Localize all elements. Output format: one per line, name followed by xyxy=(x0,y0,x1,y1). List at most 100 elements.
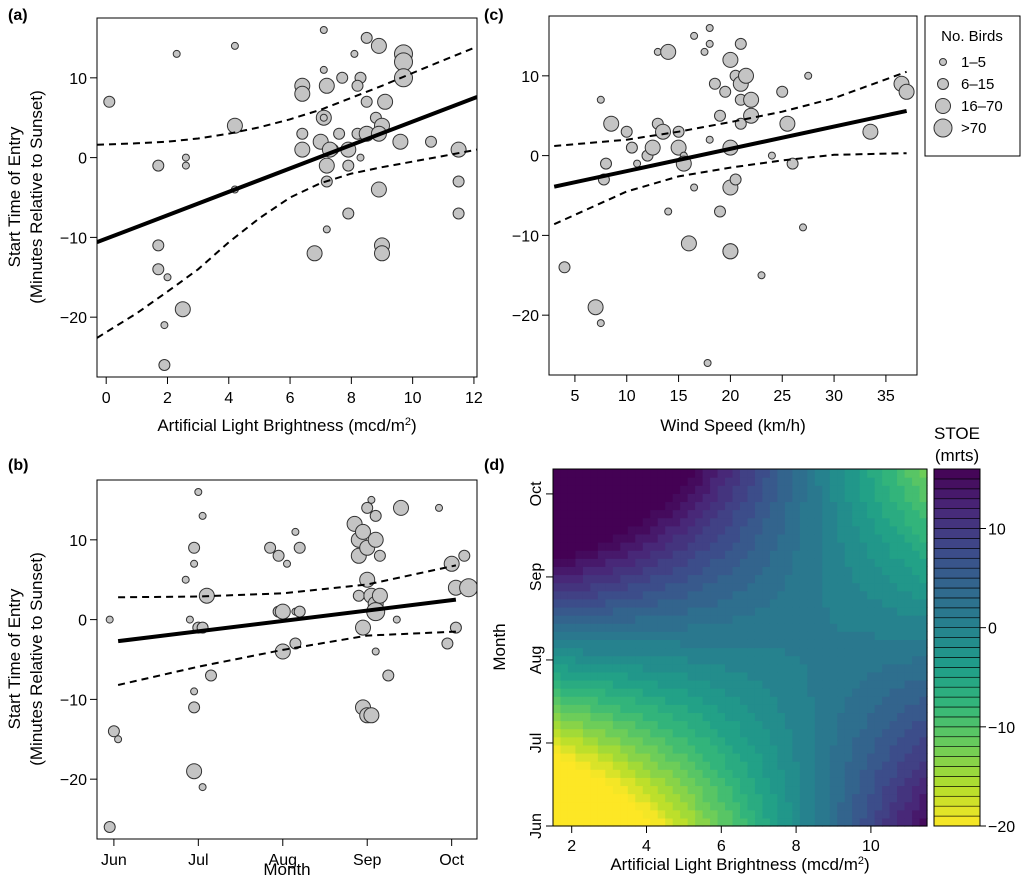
heatmap-cell xyxy=(710,566,719,576)
heatmap-cell xyxy=(889,736,898,746)
heatmap-cell xyxy=(732,728,741,738)
heatmap-cell xyxy=(754,598,764,608)
heatmap-cell xyxy=(635,606,644,616)
heatmap-cell xyxy=(553,720,562,730)
heatmap-cell xyxy=(672,671,681,681)
heatmap-cell xyxy=(792,720,801,730)
heatmap-cell xyxy=(874,809,883,819)
heatmap-cell xyxy=(740,517,749,527)
heatmap-cell xyxy=(882,533,891,543)
heatmap-cell xyxy=(807,606,816,616)
heatmap-cell xyxy=(777,525,786,535)
heatmap-cell xyxy=(844,647,853,657)
colorbar-band xyxy=(933,627,981,638)
heatmap-cell xyxy=(612,623,621,632)
heatmap-cell xyxy=(710,558,719,567)
heatmap-cell xyxy=(874,712,883,722)
heatmap-cell xyxy=(665,752,674,762)
heatmap-cell xyxy=(612,744,621,754)
heatmap-cell xyxy=(627,809,636,819)
colorbar-band xyxy=(933,647,981,658)
heatmap-cell xyxy=(560,606,569,616)
heatmap-cell xyxy=(889,761,898,770)
heatmap-cell xyxy=(874,777,883,787)
heatmap-cell xyxy=(612,517,621,527)
colorbar-band xyxy=(933,557,981,569)
heatmap-cell xyxy=(740,655,749,665)
heatmap-cell xyxy=(612,533,621,543)
heatmap-cell xyxy=(897,655,906,665)
heatmap-cell xyxy=(747,688,756,697)
heatmap-cell xyxy=(889,566,898,576)
heatmap-cell xyxy=(620,785,629,795)
heatmap-cell xyxy=(882,469,891,478)
heatmap-cell xyxy=(567,590,577,600)
heatmap-cell xyxy=(747,744,756,754)
heatmap-cell xyxy=(822,598,831,608)
heatmap-cell xyxy=(582,785,591,795)
heatmap-cell xyxy=(889,671,898,681)
heatmap-cell xyxy=(627,517,636,527)
panel-a-point xyxy=(318,77,335,94)
heatmap-cell xyxy=(912,728,921,738)
heatmap-cell xyxy=(837,631,846,640)
heatmap-cell xyxy=(769,598,778,608)
heatmap-cell xyxy=(680,720,689,730)
heatmap-cell xyxy=(680,817,689,827)
panel-b-y-tick-label: 0 xyxy=(78,613,87,630)
panel-b-point xyxy=(264,541,277,554)
heatmap-cell xyxy=(777,793,786,803)
heatmap-cell xyxy=(919,525,928,535)
heatmap-cell xyxy=(597,728,606,738)
heatmap-cell xyxy=(627,801,636,811)
heatmap-cell xyxy=(822,688,831,697)
heatmap-cell xyxy=(725,631,734,640)
heatmap-cell xyxy=(732,550,741,559)
panel-a-point xyxy=(230,41,239,50)
heatmap-cell xyxy=(807,752,816,762)
heatmap-cell xyxy=(874,631,883,640)
heatmap-cell xyxy=(784,517,793,527)
heatmap-cell xyxy=(904,761,913,770)
heatmap-cell xyxy=(672,533,681,543)
heatmap-cell xyxy=(687,736,696,746)
heatmap-cell xyxy=(904,752,913,762)
heatmap-cell xyxy=(882,728,891,738)
heatmap-cell xyxy=(762,623,771,632)
heatmap-cell xyxy=(747,663,756,673)
heatmap-cell xyxy=(725,542,734,551)
heatmap-cell xyxy=(710,769,719,778)
panel-a-y-tick-label: 0 xyxy=(78,151,87,168)
heatmap-cell xyxy=(635,647,644,657)
heatmap-cell xyxy=(627,679,636,689)
heatmap-cell xyxy=(732,671,741,681)
heatmap-cell xyxy=(844,477,853,486)
heatmap-cell xyxy=(919,485,928,494)
heatmap-cell xyxy=(867,615,876,624)
panel-d-y-tick-label: Oct xyxy=(528,481,545,506)
heatmap-cell xyxy=(657,679,666,689)
heatmap-cell xyxy=(792,785,801,795)
heatmap-cell xyxy=(575,688,584,697)
heatmap-cell xyxy=(612,704,621,714)
heatmap-cell xyxy=(829,655,838,665)
heatmap-cell xyxy=(627,566,636,576)
heatmap-cell xyxy=(687,752,696,762)
heatmap-cell xyxy=(567,501,577,511)
heatmap-cell xyxy=(799,744,808,754)
heatmap-cell xyxy=(627,655,636,665)
heatmap-cell xyxy=(754,761,764,770)
heatmap-cell xyxy=(874,663,883,673)
heatmap-cell xyxy=(844,704,853,714)
heatmap-cell xyxy=(597,671,606,681)
heatmap-cell xyxy=(747,728,756,738)
heatmap-cell xyxy=(807,582,816,592)
panel-b-point xyxy=(181,575,190,584)
heatmap-cell xyxy=(792,525,801,535)
colorbar-band xyxy=(933,776,981,787)
heatmap-cell xyxy=(754,509,764,519)
heatmap-cell xyxy=(597,769,606,778)
heatmap-cell xyxy=(627,647,636,657)
heatmap-cell xyxy=(874,728,883,738)
heatmap-cell xyxy=(792,769,801,778)
